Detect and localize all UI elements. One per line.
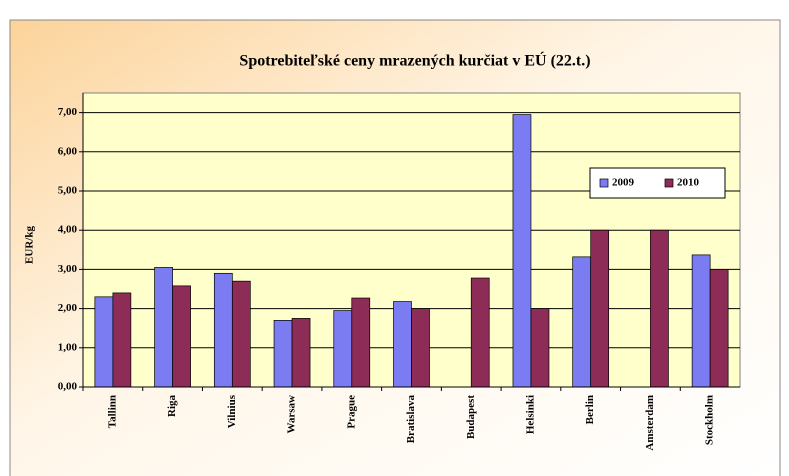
x-tick-label: Berlin xyxy=(584,395,596,424)
x-tick-label: Vilnius xyxy=(226,394,238,428)
x-tick-label: Riga xyxy=(166,395,178,418)
y-tick-label: 5,00 xyxy=(58,185,78,197)
x-tick-label: Bratislava xyxy=(405,395,417,444)
bar xyxy=(94,296,114,388)
bar xyxy=(231,280,251,388)
bar xyxy=(411,308,430,388)
legend-label: 2010 xyxy=(677,177,700,189)
legend-swatch xyxy=(599,178,609,188)
bar xyxy=(351,297,371,388)
x-tick-label: Budapest xyxy=(465,395,477,439)
x-tick-label: Tallinn xyxy=(106,395,118,428)
bar xyxy=(213,272,233,388)
y-tick-label: 3,00 xyxy=(58,263,78,275)
bar xyxy=(650,229,669,388)
y-tick-label: 0,00 xyxy=(58,381,78,393)
legend-box xyxy=(589,167,726,199)
chart-title: Spotrebiteľské ceny mrazených kurčiat v … xyxy=(239,51,590,70)
x-tick-label: Amsterdam xyxy=(644,395,656,451)
y-tick-label: 6,00 xyxy=(58,145,78,157)
bar xyxy=(291,318,311,388)
bar xyxy=(470,277,490,388)
x-tick-label: Stockholm xyxy=(704,395,716,445)
x-tick-label: Prague xyxy=(345,395,357,429)
bar xyxy=(154,267,173,388)
bar xyxy=(530,308,550,388)
bar xyxy=(512,114,532,388)
bar xyxy=(273,320,293,388)
bar xyxy=(691,254,711,388)
y-tick-label: 2,00 xyxy=(58,302,78,314)
bar xyxy=(709,269,729,388)
bar xyxy=(572,256,592,388)
bar xyxy=(393,301,412,388)
bar xyxy=(112,292,132,388)
y-tick-label: 7,00 xyxy=(58,106,78,118)
x-tick-label: Helsinki xyxy=(524,395,536,434)
y-tick-label: 1,00 xyxy=(58,341,78,353)
bar xyxy=(333,310,353,388)
x-tick-label: Warsaw xyxy=(286,395,298,434)
legend-label: 2009 xyxy=(612,177,635,189)
y-tick-label: 4,00 xyxy=(58,224,78,236)
bar xyxy=(172,285,191,388)
bar xyxy=(590,229,610,388)
legend-swatch xyxy=(664,178,674,188)
y-axis-label: EUR/kg xyxy=(24,226,36,264)
